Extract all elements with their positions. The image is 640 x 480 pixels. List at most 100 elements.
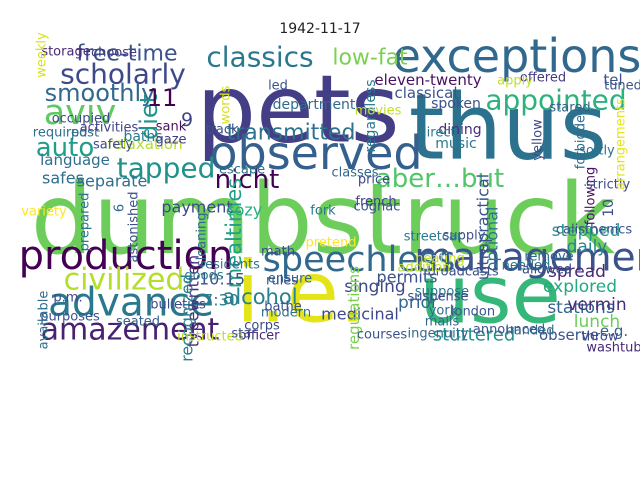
cloud-word: track: [205, 123, 239, 138]
cloud-word: pretend: [306, 236, 357, 251]
cloud-word: medicinal: [321, 305, 399, 324]
cloud-word: regardless: [363, 79, 379, 152]
cloud-word: e.g.: [600, 322, 628, 340]
cloud-word: prior: [398, 293, 438, 313]
cloud-word: math: [261, 245, 295, 260]
cloud-word: tuned: [604, 79, 640, 94]
cloud-word: prepared: [78, 193, 93, 252]
cloud-word: required: [33, 126, 87, 141]
cloud-word: price: [358, 173, 390, 188]
cloud-word: officer: [238, 329, 280, 344]
cloud-word: goods: [184, 269, 223, 284]
cloud-word: throw: [582, 330, 619, 345]
cloud-word: bathe: [264, 300, 302, 315]
cloud-word: aviv: [44, 93, 117, 133]
cloud-word: thus: [409, 76, 607, 181]
cloud-word: typewritten: [184, 255, 203, 347]
cloud-word: smoothly: [45, 79, 156, 107]
cloud-word: suppose: [415, 285, 469, 300]
cloud-word: astonished: [127, 192, 142, 263]
cloud-word: direct: [418, 126, 455, 141]
cloud-word: classes: [331, 166, 378, 181]
cloud-word: 9: [181, 109, 193, 131]
cloud-word: rules: [266, 274, 298, 289]
cloud-word: spread: [548, 262, 606, 282]
cloud-word: tapped: [117, 152, 216, 185]
cloud-word: handed: [506, 324, 555, 339]
cloud-word: daily: [567, 237, 608, 257]
cloud-word: french: [355, 195, 396, 210]
cloud-word: classics: [206, 41, 313, 74]
cloud-word: explored: [543, 277, 617, 297]
cloud-word: following: [584, 167, 599, 225]
cloud-word: exceptions: [393, 29, 640, 83]
cloud-word: cognac: [354, 200, 401, 215]
cloud-word: department: [273, 97, 356, 113]
cloud-word: bulletins: [150, 298, 206, 313]
cloud-word: diet: [135, 94, 163, 140]
cloud-word: allowed: [522, 263, 572, 278]
cloud-word: 6: [113, 204, 128, 212]
cloud-word: appointed: [485, 84, 626, 117]
cloud-word: advance: [48, 281, 214, 326]
cloud-word: words: [219, 85, 234, 124]
cloud-word: choose: [91, 46, 137, 61]
cloud-word: dumbstruck: [31, 163, 616, 277]
cloud-word: stations: [547, 298, 615, 318]
cloud-word: regulations: [345, 266, 363, 350]
cloud-word: forbidden: [574, 107, 589, 169]
cloud-word: remove: [524, 250, 573, 265]
cloud-word: offered: [520, 71, 566, 86]
cloud-word: free-time: [76, 42, 177, 67]
cloud-word: calisthenics: [556, 223, 632, 238]
cloud-word: 7:30: [203, 291, 239, 310]
cloud-word: purposes: [40, 310, 100, 325]
cloud-word: 10: [601, 199, 617, 217]
cloud-word: 11: [147, 84, 178, 112]
cloud-word: london: [451, 305, 495, 320]
chart-title: 1942-11-17: [279, 21, 361, 37]
cloud-word: ingenuity: [408, 327, 469, 342]
cloud-word: spoken: [431, 96, 481, 112]
cloud-word: mealtimes: [222, 178, 246, 288]
cloud-word: payment: [161, 198, 232, 217]
cloud-word: nicht: [215, 165, 280, 195]
cloud-word: auto: [36, 133, 95, 163]
cloud-word: seated: [116, 315, 160, 330]
cloud-word: addition: [398, 261, 451, 276]
cloud-word: language: [40, 151, 110, 169]
cloud-word: softly: [579, 144, 615, 159]
cloud-word: yellow: [531, 119, 546, 161]
cloud-word: stared: [549, 101, 590, 116]
cloud-word: ensure: [268, 272, 312, 287]
cloud-word: washtub: [586, 341, 640, 356]
cloud-word: announced: [473, 323, 545, 338]
cloud-word: ultrapractical: [474, 174, 493, 280]
cloud-word: separate: [77, 172, 148, 191]
cloud-word: safety: [93, 138, 133, 153]
cloud-word: corps: [244, 319, 280, 334]
cloud-word: observed: [209, 126, 422, 180]
cloud-word: weekly: [35, 32, 50, 78]
cloud-word: scholarly: [60, 58, 186, 91]
cloud-word: eleven-twenty: [374, 71, 481, 89]
cloud-word: lunch: [574, 312, 620, 332]
cloud-word: strictly: [586, 178, 631, 193]
cloud-word: pets: [196, 56, 399, 165]
cloud-word: dining: [438, 122, 481, 138]
cloud-word: storage: [41, 45, 90, 60]
cloud-word: low-fat: [332, 46, 408, 71]
cloud-word: movies: [355, 104, 402, 119]
cloud-word: cleaning: [195, 212, 210, 267]
cloud-word: tel: [603, 71, 622, 89]
cloud-word: safes: [42, 169, 84, 188]
cloud-word: baths: [123, 129, 162, 145]
cloud-word: alcohol: [222, 285, 297, 309]
cloud-word: suspense: [407, 290, 468, 305]
cloud-word: post: [71, 126, 99, 141]
cloud-word: transmitted: [227, 121, 356, 146]
cloud-word: apply: [497, 74, 533, 89]
cloud-word: amazement: [41, 313, 220, 348]
cloud-word: streetcar: [404, 230, 463, 245]
